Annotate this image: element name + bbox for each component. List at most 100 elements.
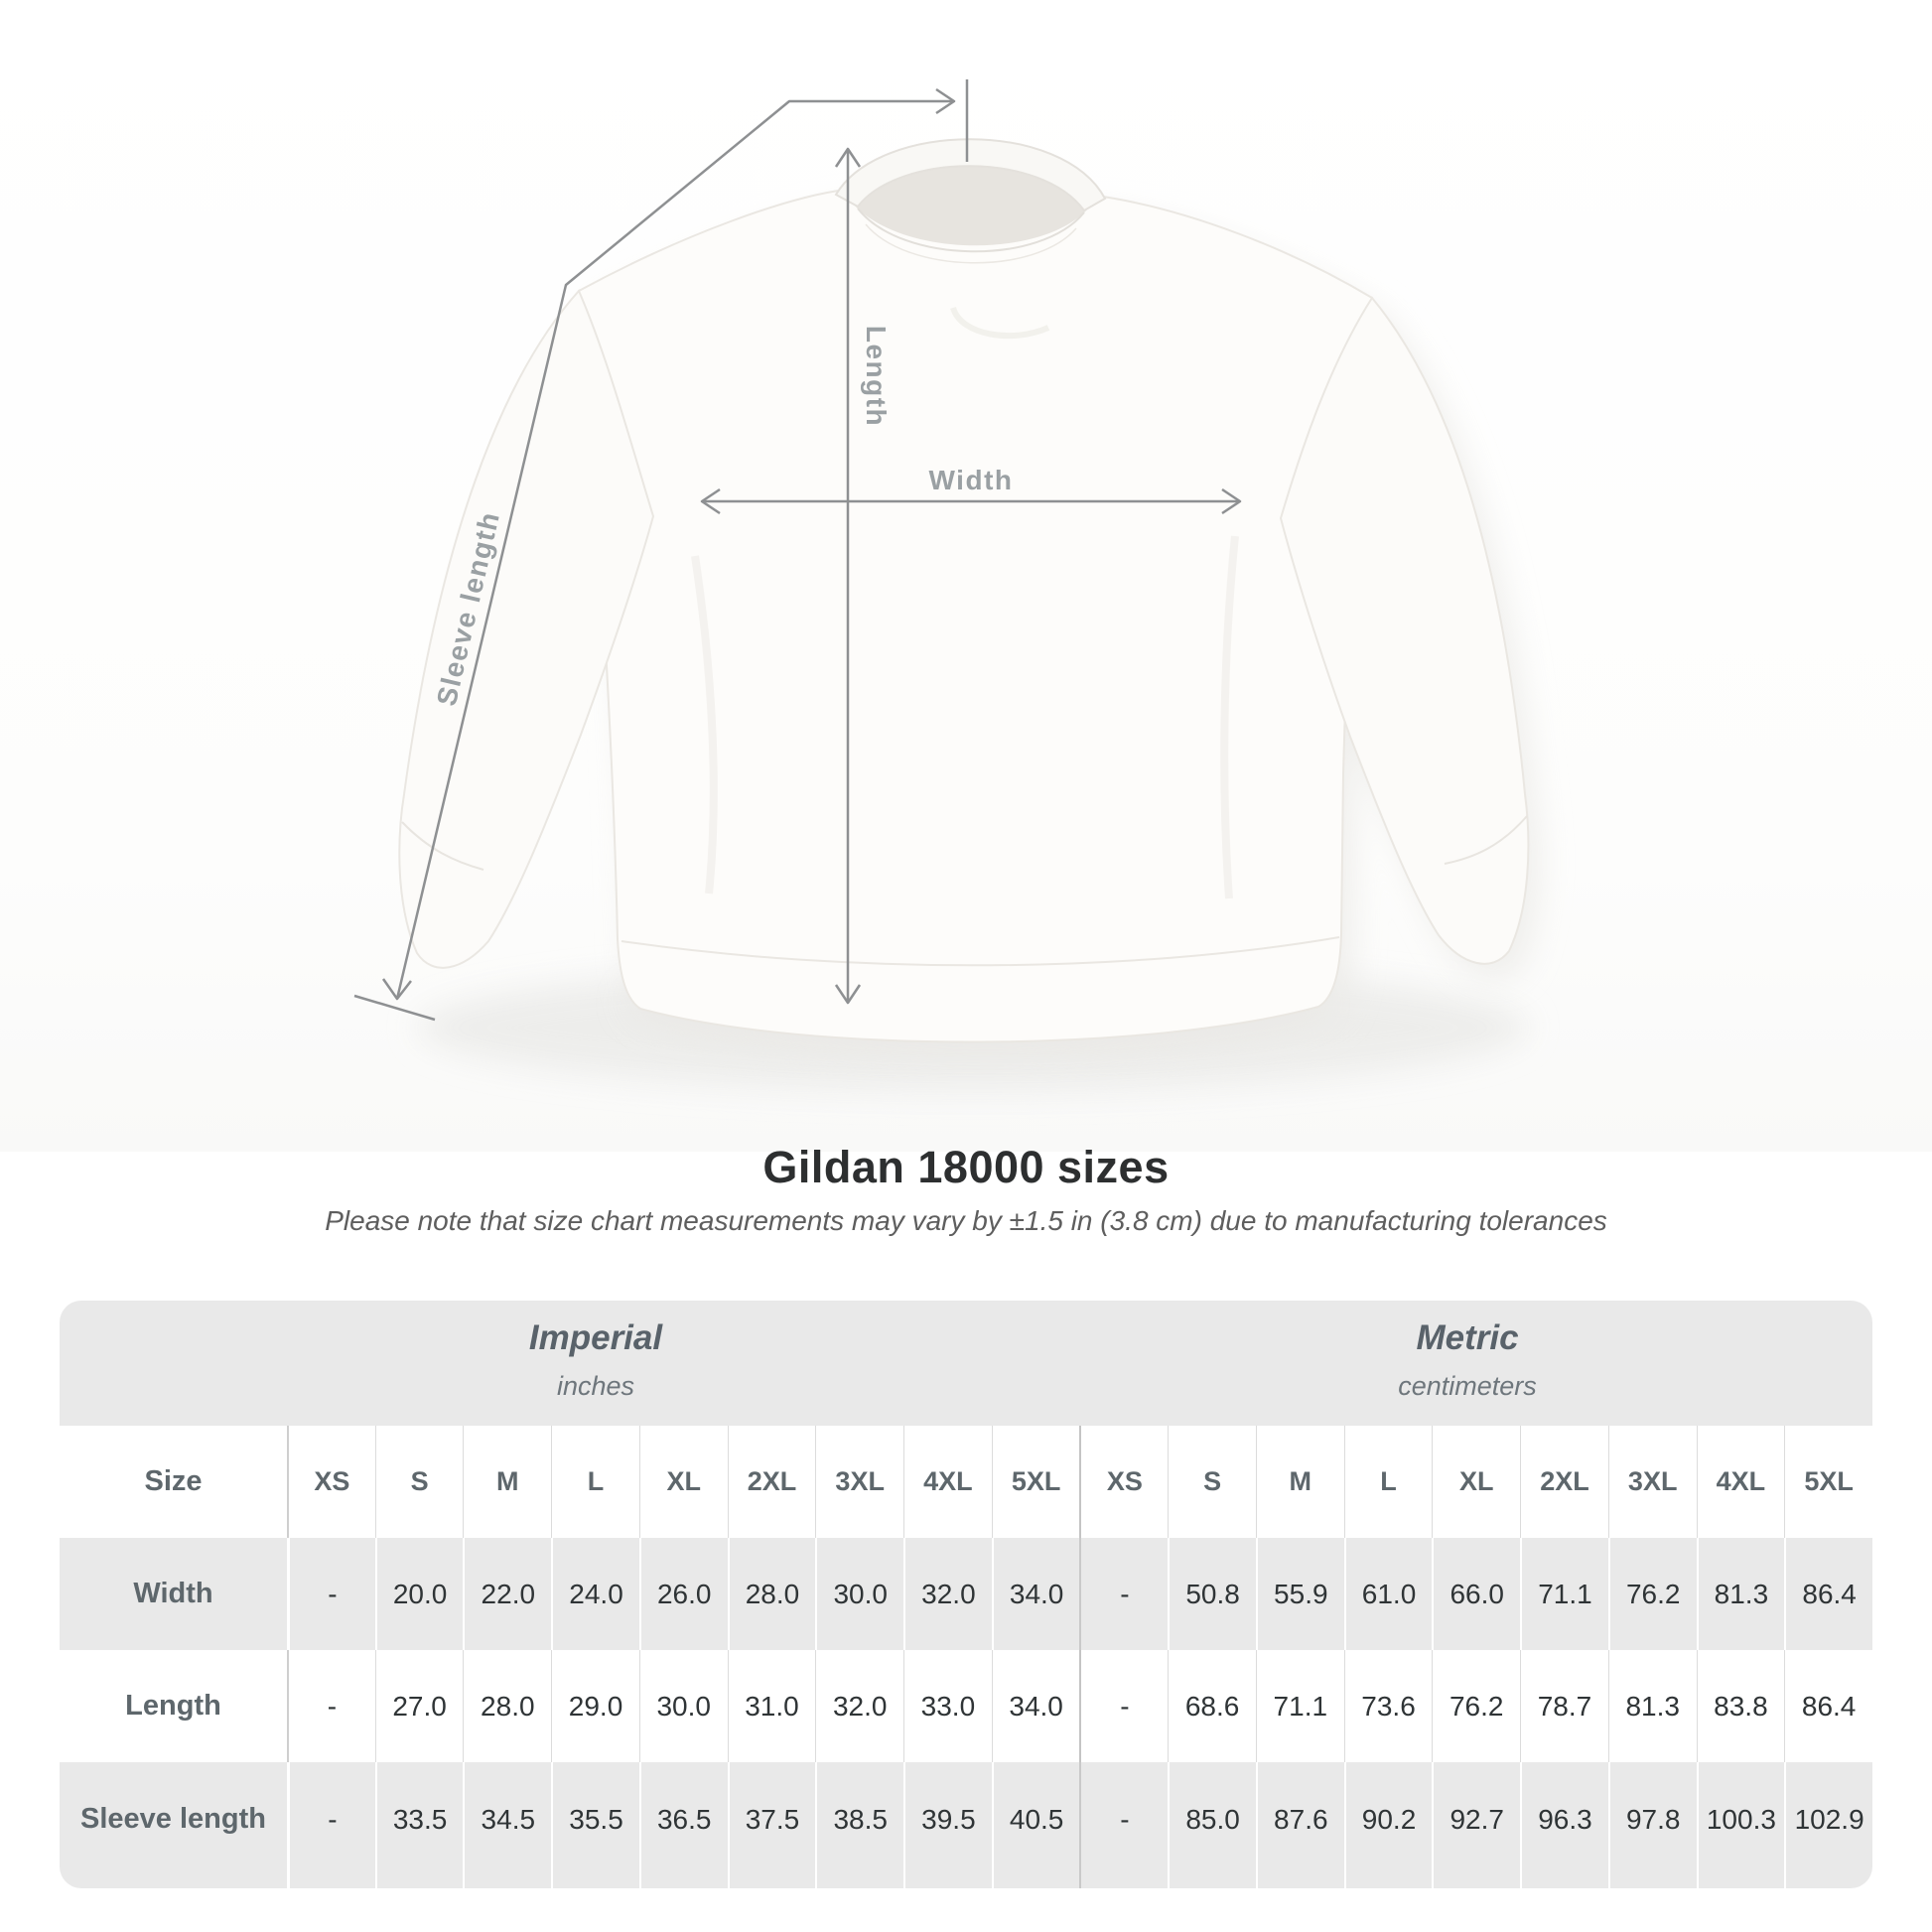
table-header-row: Size XS S M L XL 2XL 3XL 4XL 5XL XS S M …	[60, 1426, 1872, 1538]
cell: 33.5	[374, 1762, 464, 1888]
col-header-metric-xl: XL	[1432, 1426, 1520, 1538]
metric-label: Metric	[1416, 1318, 1519, 1357]
metric-group-header: Metric centimeters	[1259, 1301, 1676, 1426]
col-header-imperial-2xl: 2XL	[727, 1426, 816, 1538]
cell: 85.0	[1168, 1762, 1256, 1888]
cell: -	[1079, 1762, 1168, 1888]
cell: 71.1	[1520, 1538, 1608, 1650]
cell: -	[1079, 1650, 1168, 1762]
row-label: Length	[125, 1690, 221, 1722]
col-header-metric-2xl: 2XL	[1520, 1426, 1608, 1538]
sweatshirt-left-sleeve	[398, 289, 655, 969]
cell: 50.8	[1168, 1538, 1256, 1650]
product-photo: Length Width Sleeve length	[0, 0, 1932, 1152]
cell: 97.8	[1607, 1762, 1697, 1888]
cell: 32.0	[903, 1538, 992, 1650]
col-header-metric-5xl: 5XL	[1784, 1426, 1872, 1538]
col-header-imperial-s: S	[374, 1426, 464, 1538]
col-header-imperial-m: M	[463, 1426, 551, 1538]
col-header-imperial-l: L	[551, 1426, 639, 1538]
col-header-imperial-5xl: 5XL	[991, 1426, 1080, 1538]
cell: 30.0	[638, 1650, 728, 1762]
row-label: Sleeve length	[80, 1803, 266, 1835]
left-cuff-seam	[401, 821, 484, 871]
sweatshirt-illustration	[0, 0, 1932, 1152]
cell: 81.3	[1607, 1650, 1697, 1762]
cell: 39.5	[903, 1762, 992, 1888]
cell: 86.4	[1784, 1538, 1872, 1650]
cell: 86.4	[1784, 1650, 1872, 1762]
tolerance-note: Please note that size chart measurements…	[325, 1205, 1607, 1236]
row-label: Width	[133, 1578, 213, 1609]
cell: 100.3	[1696, 1762, 1785, 1888]
size-corner-header: Size	[144, 1465, 203, 1497]
cell: 34.0	[991, 1650, 1080, 1762]
right-cuff-seam	[1444, 815, 1528, 865]
cell: 81.3	[1696, 1538, 1785, 1650]
col-header-metric-3xl: 3XL	[1607, 1426, 1697, 1538]
cell: -	[1079, 1538, 1168, 1650]
neck-opening	[852, 163, 1090, 246]
cell: -	[287, 1762, 375, 1888]
col-header-imperial-3xl: 3XL	[815, 1426, 903, 1538]
cell: 28.0	[463, 1650, 551, 1762]
cell: 87.6	[1255, 1762, 1344, 1888]
cell: 29.0	[551, 1650, 639, 1762]
col-header-imperial-xs: XS	[287, 1426, 375, 1538]
sweatshirt-right-sleeve	[1279, 296, 1530, 965]
table-row-sleeve-length: Sleeve length - 33.5 34.5 35.5 36.5 37.5…	[60, 1762, 1872, 1888]
units-header-band: Imperial inches Metric centimeters	[60, 1301, 1872, 1426]
size-chart-table: Imperial inches Metric centimeters Size …	[60, 1301, 1872, 1888]
col-header-metric-m: M	[1255, 1426, 1344, 1538]
cell: 73.6	[1343, 1650, 1433, 1762]
sleeve-length-measure-arrow	[353, 79, 969, 1022]
cell: -	[287, 1538, 375, 1650]
imperial-unit-label: inches	[556, 1371, 635, 1401]
collar-rib	[834, 138, 1107, 212]
sweatshirt-body	[577, 188, 1374, 1043]
cell: 31.0	[727, 1650, 816, 1762]
imperial-group-header: Imperial inches	[387, 1301, 804, 1426]
cell: 30.0	[815, 1538, 903, 1650]
cell: 76.2	[1432, 1650, 1520, 1762]
col-header-metric-l: L	[1343, 1426, 1433, 1538]
table-row-length: Length - 27.0 28.0 29.0 30.0 31.0 32.0 3…	[60, 1650, 1872, 1762]
cell: 27.0	[374, 1650, 464, 1762]
cell: 32.0	[815, 1650, 903, 1762]
cell: 40.5	[991, 1762, 1080, 1888]
cell: 55.9	[1255, 1538, 1344, 1650]
cell: 34.5	[463, 1762, 551, 1888]
cell: 78.7	[1520, 1650, 1608, 1762]
cell: 96.3	[1520, 1762, 1608, 1888]
hem-band-seam	[621, 936, 1340, 967]
cell: 83.8	[1696, 1650, 1785, 1762]
page-title: Gildan 18000 sizes	[762, 1142, 1170, 1192]
neckline-seam	[857, 207, 1085, 253]
cell: 71.1	[1255, 1650, 1344, 1762]
cell: -	[287, 1650, 375, 1762]
cell: 20.0	[374, 1538, 464, 1650]
imperial-label: Imperial	[528, 1318, 663, 1357]
cell: 36.5	[638, 1762, 728, 1888]
metric-unit-label: centimeters	[1398, 1371, 1537, 1401]
width-measure-arrow	[700, 487, 1242, 515]
cell: 68.6	[1168, 1650, 1256, 1762]
cell: 26.0	[638, 1538, 728, 1650]
col-header-metric-4xl: 4XL	[1696, 1426, 1785, 1538]
cell: 33.0	[903, 1650, 992, 1762]
cell: 34.0	[991, 1538, 1080, 1650]
cell: 35.5	[551, 1762, 639, 1888]
cell: 61.0	[1343, 1538, 1433, 1650]
col-header-metric-s: S	[1168, 1426, 1256, 1538]
cell: 22.0	[463, 1538, 551, 1650]
cell: 76.2	[1607, 1538, 1697, 1650]
cell: 28.0	[727, 1538, 816, 1650]
cell: 66.0	[1432, 1538, 1520, 1650]
length-measure-label: Length	[861, 325, 892, 428]
width-measure-label: Width	[928, 465, 1014, 495]
cell: 37.5	[727, 1762, 816, 1888]
cell: 102.9	[1784, 1762, 1872, 1888]
col-header-metric-xs: XS	[1079, 1426, 1168, 1538]
table-row-width: Width - 20.0 22.0 24.0 26.0 28.0 30.0 32…	[60, 1538, 1872, 1650]
